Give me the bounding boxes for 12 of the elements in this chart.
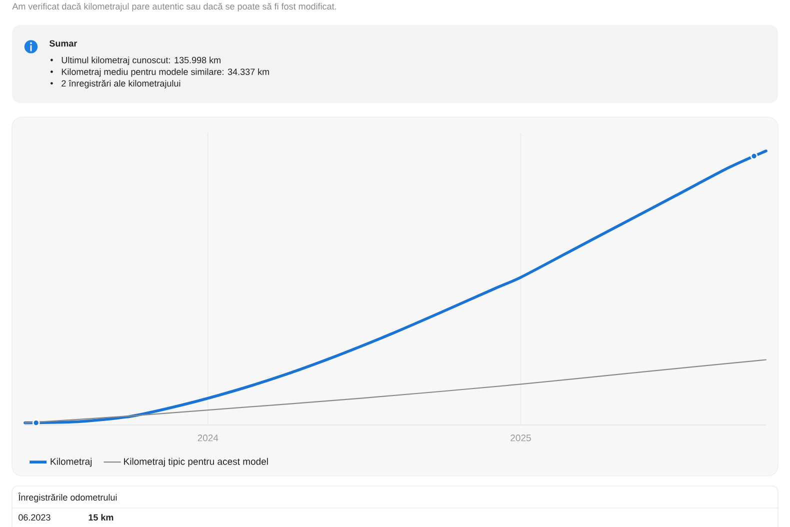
text: Sumar bbox=[49, 40, 78, 47]
chart-subtitle: Am verificat dacă kilometrajul pare autentic sau dacă se poate să fi fost modificat. bbox=[12, 2, 336, 12]
text: 2 înregistrări ale kilometrajului bbox=[62, 80, 180, 88]
text: 15 km bbox=[88, 514, 114, 521]
text: Kilometraj mediu pentru modele similare: 34.337 km bbox=[62, 68, 269, 77]
x-tick-label: 2024 bbox=[198, 434, 218, 442]
legend-label: Kilometraj bbox=[50, 458, 92, 467]
legend-label: Kilometraj tipic pentru acest model bbox=[124, 458, 268, 467]
x-tick-label: 2025 bbox=[510, 434, 531, 442]
text: Înregistrările odometrului bbox=[18, 492, 117, 502]
text: Ultimul kilometraj cunoscut: 135.998 km bbox=[62, 56, 220, 66]
text: 06.2023 bbox=[18, 514, 50, 521]
